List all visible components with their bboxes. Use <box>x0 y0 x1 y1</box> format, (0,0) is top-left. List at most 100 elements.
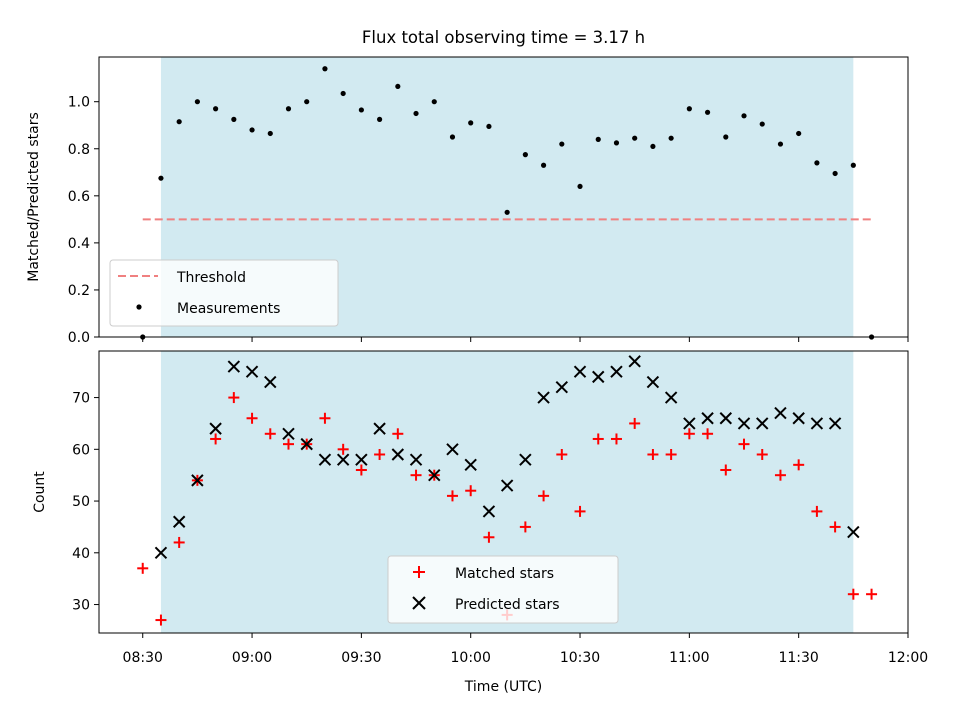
measurement-point <box>285 106 292 112</box>
ratio-y-tick-label: 0.6 <box>68 189 90 205</box>
measurement-point <box>668 135 674 141</box>
predicted-star-point <box>336 453 350 466</box>
predicted-star-point <box>792 412 805 425</box>
predicted-star-point <box>774 406 787 420</box>
measurement-point <box>431 99 437 105</box>
predicted-star-point <box>482 505 496 518</box>
ratio-y-tick-label: 0.8 <box>68 142 90 158</box>
predicted-star-point <box>245 365 259 378</box>
count-legend: Matched stars Predicted stars <box>387 555 619 624</box>
ratio-x-ticks <box>142 337 909 342</box>
predicted-star-point <box>227 360 241 373</box>
matched-star-point <box>592 433 604 445</box>
matched-star-point <box>137 562 149 574</box>
count-x-tick-label: 08:30 <box>123 650 163 666</box>
measurement-point <box>595 136 601 142</box>
matched-star-point <box>647 448 659 460</box>
count-x-tick-label: 12:00 <box>888 650 928 666</box>
measurement-point <box>267 130 273 137</box>
measurements-legend-label: Measurements <box>177 301 280 317</box>
predicted-star-point <box>756 417 769 430</box>
ratio-legend-box <box>109 259 339 327</box>
ratio-y-tick-label: 0.4 <box>68 236 90 252</box>
predicted-star-point <box>355 453 368 466</box>
predicted-star-point <box>701 412 714 425</box>
measurement-point <box>796 130 802 137</box>
predicted-star-point <box>373 422 386 435</box>
predicted-star-point <box>610 365 623 378</box>
measurement-point <box>814 160 820 166</box>
matched-star-point <box>173 536 185 548</box>
predicted-star-point <box>537 391 550 404</box>
matched-star-point <box>756 448 768 460</box>
matched-star-point <box>264 428 276 440</box>
measurement-point <box>158 175 164 181</box>
measurement-point <box>213 106 219 112</box>
predicted-star-point <box>428 468 441 482</box>
count-x-tick-label: 09:30 <box>341 650 381 666</box>
predicted-stars-legend-swatch <box>412 596 426 610</box>
matched-star-point <box>446 490 458 502</box>
count-panel: 30 40 50 60 70 08:30 09:00 09:30 10:00 10:30 11:0… <box>32 350 928 695</box>
matched-star-point <box>538 490 550 502</box>
measurement-point <box>777 141 784 147</box>
count-x-tick-label: 11:00 <box>669 650 709 666</box>
matched-star-point <box>683 428 695 440</box>
measurement-point <box>449 134 456 140</box>
matched-star-point <box>738 438 750 450</box>
chart-title: Flux total observing time = 3.17 h <box>362 28 645 47</box>
matched-star-point <box>410 469 422 481</box>
count-y-tick-label: 70 <box>72 391 90 407</box>
x-axis-label: Time (UTC) <box>464 679 542 695</box>
predicted-star-point <box>719 412 732 425</box>
predicted-star-point <box>828 417 842 430</box>
matched-star-point <box>392 428 404 440</box>
measurement-point <box>632 135 638 141</box>
count-y-tick-label: 30 <box>72 598 90 614</box>
count-x-tick-label: 11:30 <box>778 650 818 666</box>
ratio-panel: 0.0 0.2 0.4 0.6 0.8 1.0 Matched/Predicted sta… <box>26 56 909 346</box>
matched-star-point <box>155 614 167 626</box>
predicted-star-point <box>264 375 277 389</box>
matched-star-point <box>228 392 240 404</box>
count-x-tick-label: 09:00 <box>232 650 272 666</box>
measurement-point <box>504 209 510 215</box>
predicted-star-point <box>555 381 569 394</box>
matched-star-point <box>702 428 714 440</box>
measurement-point <box>468 120 474 126</box>
measurement-point <box>723 134 729 140</box>
predicted-star-point <box>646 375 660 389</box>
measurement-point <box>304 99 310 105</box>
matched-star-point <box>774 469 786 481</box>
predicted-star-point <box>737 417 751 430</box>
predicted-star-point <box>282 427 295 440</box>
count-y-axis-label: Count <box>32 471 48 513</box>
ratio-plot-frame <box>98 56 909 338</box>
measurement-point <box>559 141 565 147</box>
measurement-point <box>395 83 401 90</box>
predicted-star-point <box>628 355 641 368</box>
predicted-star-point <box>592 370 605 384</box>
measurement-point <box>176 119 182 125</box>
predicted-star-point <box>519 453 532 466</box>
count-legend-box <box>387 555 619 624</box>
matched-stars-legend-swatch <box>413 566 425 578</box>
matched-star-point <box>246 412 258 424</box>
matched-star-point <box>337 443 349 455</box>
predicted-star-point <box>154 546 168 560</box>
count-x-tick-label: 10:30 <box>560 650 600 666</box>
predicted-star-point <box>664 391 678 404</box>
matched-star-point <box>793 459 805 471</box>
measurement-point <box>577 183 583 190</box>
matched-star-point <box>811 505 823 517</box>
count-y-tick-label: 40 <box>72 546 90 562</box>
predicted-star-point <box>191 474 204 487</box>
measurement-point <box>413 110 419 117</box>
matched-stars-legend-label: Matched stars <box>455 566 554 582</box>
matched-star-point <box>282 438 294 450</box>
matched-star-point <box>374 448 386 460</box>
measurement-point <box>194 99 200 105</box>
measurement-point <box>759 121 765 127</box>
measurement-point <box>613 140 620 146</box>
